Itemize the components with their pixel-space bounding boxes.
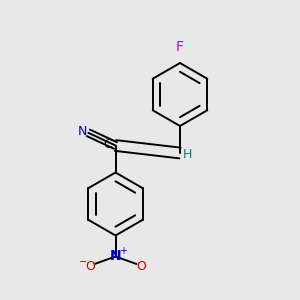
Text: F: F (176, 40, 184, 54)
Text: N: N (78, 125, 88, 138)
Text: +: + (119, 246, 127, 256)
Text: O: O (85, 260, 95, 274)
Text: N: N (110, 250, 121, 263)
Text: C: C (103, 137, 112, 151)
Text: O: O (136, 260, 146, 274)
Text: H: H (183, 148, 192, 161)
Text: −: − (79, 256, 88, 267)
